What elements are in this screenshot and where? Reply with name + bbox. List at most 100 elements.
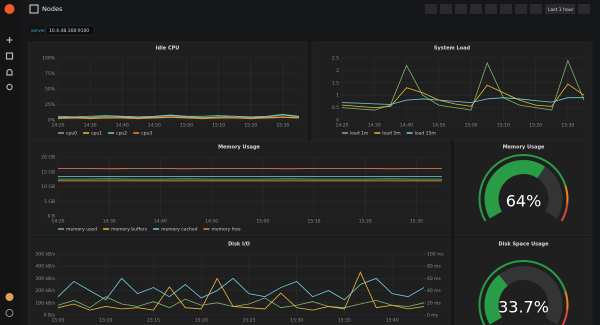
time-range[interactable]: Last 1 hour: [548, 7, 574, 13]
x-tick-label: 14:50: [205, 219, 218, 225]
y2-tick-label: 80 ms: [427, 264, 442, 270]
refresh-button[interactable]: [578, 4, 590, 14]
alerting-icon[interactable]: [6, 68, 13, 76]
variable-label-box: [28, 26, 45, 35]
x-tick-label: 14:40: [400, 123, 413, 129]
time-picker[interactable]: [545, 4, 575, 14]
logo[interactable]: [4, 4, 15, 14]
panel-title: Disk Space Usage: [499, 242, 550, 248]
y-tick-label: 0.5: [332, 105, 339, 111]
y-tick-label: 400 kB/s: [35, 264, 55, 270]
threshold-band: [564, 291, 569, 310]
series-line: [57, 296, 425, 309]
y-tick-label: 20 GB: [41, 155, 55, 161]
create-icon[interactable]: [6, 37, 13, 43]
panel: [454, 237, 593, 325]
variable-select[interactable]: [45, 25, 95, 36]
y-tick-label: 0 B/s: [44, 313, 56, 319]
dashboards-icon[interactable]: [5, 52, 14, 60]
toolbar-button[interactable]: [440, 4, 452, 14]
y2-tick-label: 60 ms: [427, 276, 442, 282]
series-line: [57, 277, 425, 301]
y2-tick-label: 0 ms: [427, 313, 439, 319]
panel-title: Memory Usage: [503, 145, 545, 151]
help-icon[interactable]: [5, 309, 14, 317]
series-line: [57, 114, 300, 118]
x-tick-label: 15:10: [99, 318, 112, 324]
panel: [454, 140, 593, 237]
x-tick-label: 15:20: [359, 219, 372, 225]
x-tick-label: 14:50: [148, 123, 161, 129]
variable-label: server: [31, 28, 45, 34]
y-tick-label: 5 GB: [44, 199, 55, 205]
x-tick-label: 15:00: [180, 123, 193, 129]
x-tick-label: 15:10: [308, 219, 321, 225]
y-tick-label: 1: [336, 93, 339, 99]
x-tick-label: 14:20: [336, 123, 349, 129]
x-tick-label: 15:00: [465, 123, 478, 129]
legend-label: memory buffers: [111, 227, 148, 233]
variable-value[interactable]: 10.4.48.168:9100: [49, 28, 89, 34]
legend-label: memory used: [66, 227, 97, 233]
legend-label: load 5m: [382, 131, 400, 137]
y2-tick-label: 40 ms: [427, 288, 442, 294]
panel-title: Memory Usage: [218, 145, 260, 151]
x-tick-label: 14:20: [52, 219, 65, 225]
x-tick-label: 15:10: [497, 123, 510, 129]
x-tick-label: 14:30: [368, 123, 381, 129]
x-tick-label: 15:20: [244, 123, 257, 129]
y-tick-label: 200 kB/s: [35, 288, 55, 294]
toolbar-button[interactable]: [470, 4, 482, 14]
series-line: [57, 116, 300, 119]
sidebar-icons: [5, 37, 14, 91]
legend-label: memory free: [212, 227, 241, 233]
toolbar-button[interactable]: [500, 4, 512, 14]
threshold-band: [478, 154, 567, 222]
dashboard-title[interactable]: Nodes: [42, 5, 63, 13]
series-line: [57, 271, 425, 311]
series-line: [57, 114, 300, 118]
x-tick-label: 15:20: [195, 318, 208, 324]
legend-label: memory cached: [161, 227, 198, 233]
y-tick-label: 0%: [48, 118, 56, 124]
x-tick-label: 14:30: [103, 219, 116, 225]
toolbar-button[interactable]: [425, 4, 437, 14]
y2-tick-label: 20 ms: [427, 300, 442, 306]
y-tick-label: 2: [336, 68, 339, 74]
legend-label: cpu3: [141, 131, 152, 137]
y-tick-label: 50%: [45, 87, 56, 93]
y-tick-label: 100%: [42, 56, 56, 62]
y-tick-label: 75%: [45, 71, 56, 77]
series-line: [57, 117, 300, 120]
series-line: [341, 97, 584, 105]
toolbar-button[interactable]: [455, 4, 467, 14]
x-tick-label: 15:35: [338, 318, 351, 324]
series-line: [341, 59, 585, 111]
x-tick-label: 15:25: [242, 318, 255, 324]
x-tick-label: 15:10: [212, 123, 225, 129]
y2-tick-label: 100 ms: [427, 252, 444, 258]
legend-label: load 15m: [415, 131, 436, 137]
toolbar-button[interactable]: [485, 4, 497, 14]
legend-label: cpu1: [91, 131, 102, 137]
gauge-value: [484, 160, 546, 219]
x-tick-label: 15:05: [52, 318, 65, 324]
legend-label: load 1m: [350, 131, 368, 137]
toolbar-button[interactable]: [515, 4, 527, 14]
x-tick-label: 15:30: [290, 318, 303, 324]
user-avatar[interactable]: [5, 293, 14, 301]
threshold-band: [478, 260, 567, 325]
gauge-value-label: 64%: [506, 192, 542, 211]
panel-title: Disk I/O: [228, 242, 250, 248]
threshold-band: [561, 309, 569, 325]
legend-label: cpu0: [66, 131, 77, 137]
config-icon[interactable]: [6, 83, 13, 91]
x-tick-label: 14:50: [432, 123, 445, 129]
toolbar-button[interactable]: [530, 4, 542, 14]
x-tick-label: 15:15: [147, 318, 160, 324]
x-tick-label: 15:40: [386, 318, 399, 324]
series-line: [341, 83, 585, 109]
y-tick-label: 1.5: [332, 80, 339, 86]
y-tick-label: 2.5: [332, 56, 339, 62]
